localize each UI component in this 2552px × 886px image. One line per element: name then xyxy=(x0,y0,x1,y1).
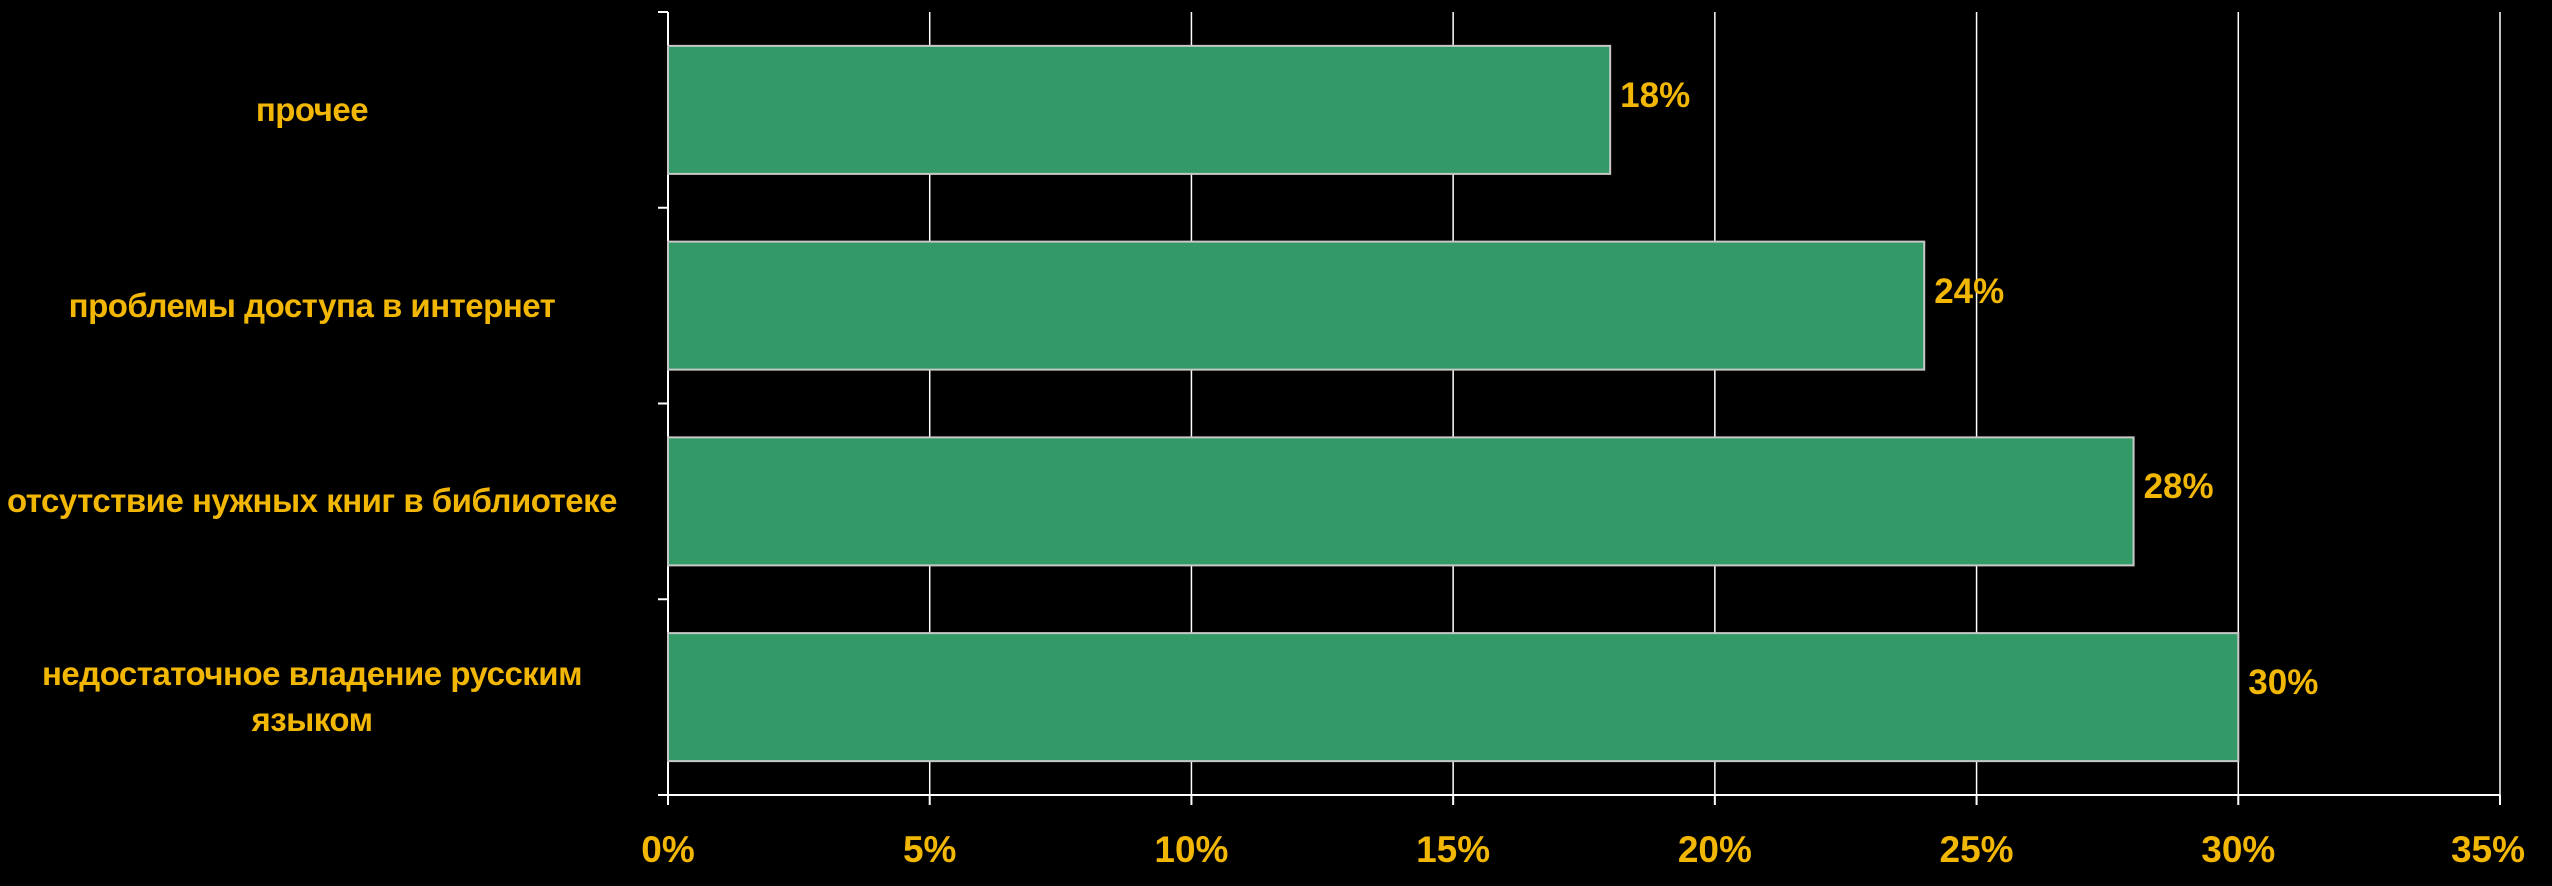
x-tick-label: 25% xyxy=(1939,829,2014,870)
x-tick-label: 20% xyxy=(1677,829,1752,870)
x-tick-label: 35% xyxy=(2450,829,2526,870)
data-label: 24% xyxy=(1934,271,2005,311)
x-tick-label: 30% xyxy=(2201,829,2276,870)
bar xyxy=(667,240,1926,371)
category-label: недостаточное владение русским языком xyxy=(41,655,583,739)
category-label: проблемы доступа в интернет xyxy=(68,286,556,324)
bar xyxy=(667,436,2135,567)
x-tick-label: 0% xyxy=(641,829,695,870)
x-tick-label: 5% xyxy=(902,829,957,870)
data-label: 30% xyxy=(2248,663,2319,703)
x-tick-label: 10% xyxy=(1154,829,1229,870)
bar xyxy=(667,44,1612,175)
x-tick-label: 15% xyxy=(1416,829,1491,870)
data-label: 28% xyxy=(2143,467,2214,507)
data-label: 18% xyxy=(1620,75,1691,115)
bar xyxy=(667,632,2240,763)
category-label: прочее xyxy=(255,90,369,128)
category-label: отсутствие нужных книг в библиотеке xyxy=(6,482,618,520)
